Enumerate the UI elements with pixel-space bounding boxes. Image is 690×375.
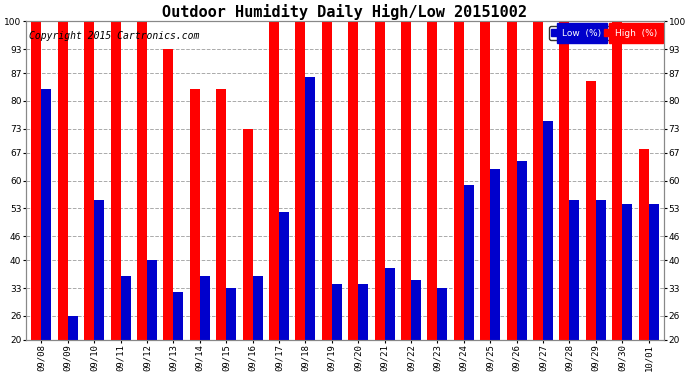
Bar	[384, 268, 395, 375]
Bar	[200, 276, 210, 375]
Bar	[612, 21, 622, 375]
Bar	[569, 201, 580, 375]
Bar	[411, 280, 421, 375]
Bar	[464, 184, 474, 375]
Bar	[58, 21, 68, 375]
Bar	[517, 160, 526, 375]
Bar	[332, 284, 342, 375]
Bar	[121, 276, 130, 375]
Bar	[68, 316, 78, 375]
Bar	[147, 260, 157, 375]
Bar	[306, 77, 315, 375]
Bar	[322, 21, 332, 375]
Bar	[375, 21, 384, 375]
Bar	[31, 21, 41, 375]
Bar	[533, 21, 543, 375]
Bar	[269, 21, 279, 375]
Bar	[84, 21, 95, 375]
Bar	[137, 21, 147, 375]
Legend: Low  (%), High  (%): Low (%), High (%)	[549, 26, 660, 40]
Bar	[41, 89, 52, 375]
Bar	[226, 288, 236, 375]
Bar	[506, 21, 517, 375]
Bar	[253, 276, 263, 375]
Bar	[348, 21, 358, 375]
Bar	[95, 201, 104, 375]
Bar	[110, 21, 121, 375]
Bar	[454, 21, 464, 375]
Bar	[279, 212, 289, 375]
Bar	[649, 204, 659, 375]
Bar	[358, 284, 368, 375]
Bar	[543, 121, 553, 375]
Bar	[427, 21, 437, 375]
Bar	[560, 21, 569, 375]
Bar	[216, 89, 226, 375]
Title: Outdoor Humidity Daily High/Low 20151002: Outdoor Humidity Daily High/Low 20151002	[163, 4, 527, 20]
Bar	[595, 201, 606, 375]
Bar	[638, 149, 649, 375]
Bar	[490, 169, 500, 375]
Text: Copyright 2015 Cartronics.com: Copyright 2015 Cartronics.com	[29, 31, 199, 41]
Bar	[480, 21, 490, 375]
Bar	[190, 89, 200, 375]
Bar	[164, 49, 173, 375]
Bar	[243, 129, 253, 375]
Bar	[173, 292, 184, 375]
Bar	[437, 288, 447, 375]
Bar	[295, 21, 306, 375]
Bar	[401, 21, 411, 375]
Bar	[622, 204, 632, 375]
Bar	[586, 81, 595, 375]
